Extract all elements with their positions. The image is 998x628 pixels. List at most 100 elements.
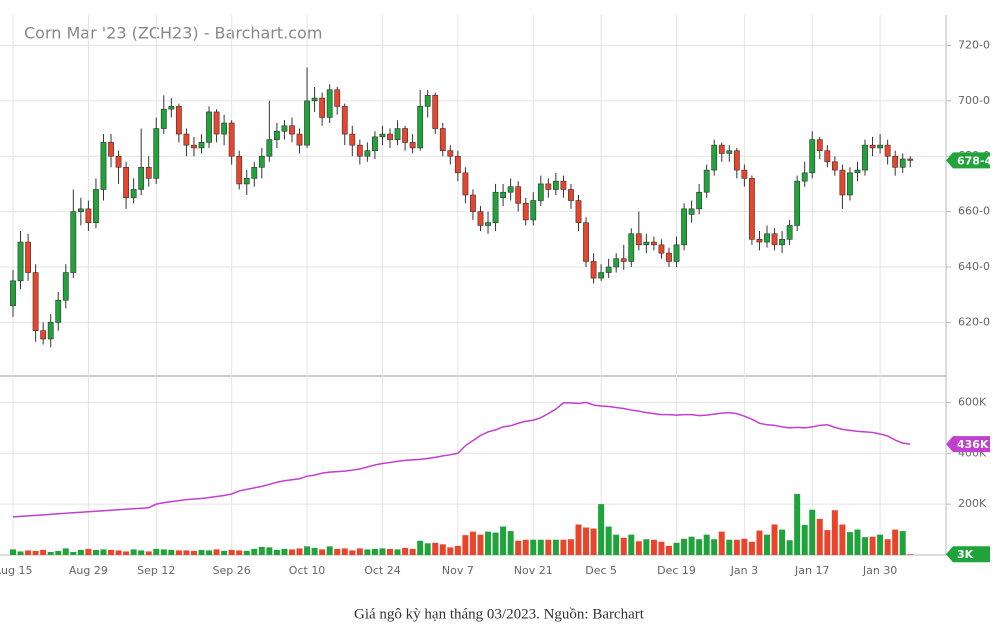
candle-body <box>145 167 152 179</box>
candle-body <box>522 203 529 221</box>
volume-bar <box>62 548 69 555</box>
volume-bar <box>32 550 39 555</box>
candle-body <box>583 222 589 262</box>
candle-body <box>281 125 288 132</box>
candle-body <box>590 261 597 279</box>
volume-bar <box>598 504 605 555</box>
candle-body <box>454 155 461 174</box>
volume-bar <box>507 531 514 555</box>
volume-bar <box>356 548 363 555</box>
volume-bar <box>515 540 522 555</box>
volume-bar <box>364 549 371 555</box>
volume-bar <box>756 530 763 555</box>
volume-bar <box>17 551 24 555</box>
x-tick-label: Oct 10 <box>289 564 326 577</box>
volume-bar <box>688 536 695 555</box>
candle-body <box>447 150 454 157</box>
candle-body <box>319 97 326 118</box>
candle-body <box>877 144 883 149</box>
candle-body <box>598 272 605 279</box>
candle-body <box>47 322 54 340</box>
candle-body <box>733 150 740 171</box>
x-tick-label: Nov 7 <box>442 564 474 577</box>
y-tick-label: 660-0 <box>958 205 990 218</box>
volume-bar <box>839 524 846 555</box>
candle-body <box>130 189 137 199</box>
volume-bar <box>696 539 703 555</box>
volume-bar <box>296 548 303 555</box>
candle-body <box>560 180 567 190</box>
candle-body <box>470 194 476 212</box>
candle-body <box>628 233 635 262</box>
chart-title: Corn Mar '23 (ZCH23) - Barchart.com <box>24 24 322 43</box>
candle-body <box>153 128 160 179</box>
volume-bar <box>288 549 295 555</box>
candle-body <box>364 150 371 157</box>
y-tick-label: 640-0 <box>958 260 990 273</box>
candle-body <box>500 191 506 199</box>
volume-bar <box>108 549 115 555</box>
volume-bar <box>379 548 386 555</box>
volume-bar <box>311 547 318 555</box>
candle-body <box>311 97 318 102</box>
candle-body <box>613 258 620 268</box>
candle-body <box>387 133 393 140</box>
x-tick-label: Jan 17 <box>794 564 829 577</box>
volume-bar <box>10 549 16 555</box>
candle-body <box>756 239 763 243</box>
y-tick-label: 700-0 <box>958 94 990 107</box>
candle-body <box>191 144 197 149</box>
volume-bar <box>726 539 733 555</box>
candle-body <box>379 133 386 138</box>
volume-bar <box>665 545 672 555</box>
x-tick-label: Dec 5 <box>585 564 617 577</box>
x-tick-label: Aug 15 <box>0 564 32 577</box>
volume-bar <box>764 534 770 555</box>
volume-bar <box>809 509 816 555</box>
candle-body <box>620 258 627 262</box>
volume-bar <box>40 549 47 555</box>
candle-body <box>816 139 823 151</box>
candle-body <box>892 155 899 168</box>
candle-body <box>108 142 114 157</box>
volume-bar <box>198 549 205 555</box>
candle-body <box>711 144 718 171</box>
candle-body <box>17 241 24 282</box>
y-tick-label: 720-0 <box>958 38 990 51</box>
volume-bar <box>545 539 552 555</box>
candle-body <box>869 144 876 149</box>
candle-body <box>40 330 47 340</box>
volume-bar <box>213 549 220 555</box>
candle-body <box>439 128 446 151</box>
candle-body <box>10 280 16 307</box>
volume-bar <box>485 531 492 555</box>
candle-body <box>794 180 801 226</box>
volume-bar <box>794 493 801 555</box>
candle-body <box>138 167 145 190</box>
volume-bar <box>658 541 665 555</box>
volume-bar <box>605 526 612 555</box>
volume-bar <box>567 539 574 555</box>
volume-bar <box>319 549 326 555</box>
volume-bar <box>304 546 311 555</box>
candle-body <box>605 266 612 273</box>
candle-body <box>258 155 265 168</box>
volume-bar <box>221 550 228 555</box>
candle-body <box>749 178 755 240</box>
volume-bar <box>394 549 401 555</box>
volume-bar <box>583 527 590 555</box>
x-tick-label: Dec 19 <box>657 564 696 577</box>
volume-bar <box>47 551 54 555</box>
candle-body <box>123 167 129 199</box>
candle-body <box>507 186 514 193</box>
volume-bar <box>417 540 424 555</box>
volume-bar <box>628 534 635 555</box>
volume-bar <box>869 536 876 555</box>
volume-bar <box>160 549 167 555</box>
candle-body <box>575 200 582 223</box>
volume-bar <box>387 548 393 555</box>
candle-body <box>831 161 838 171</box>
value-badge-label: 678-4 <box>957 154 993 167</box>
